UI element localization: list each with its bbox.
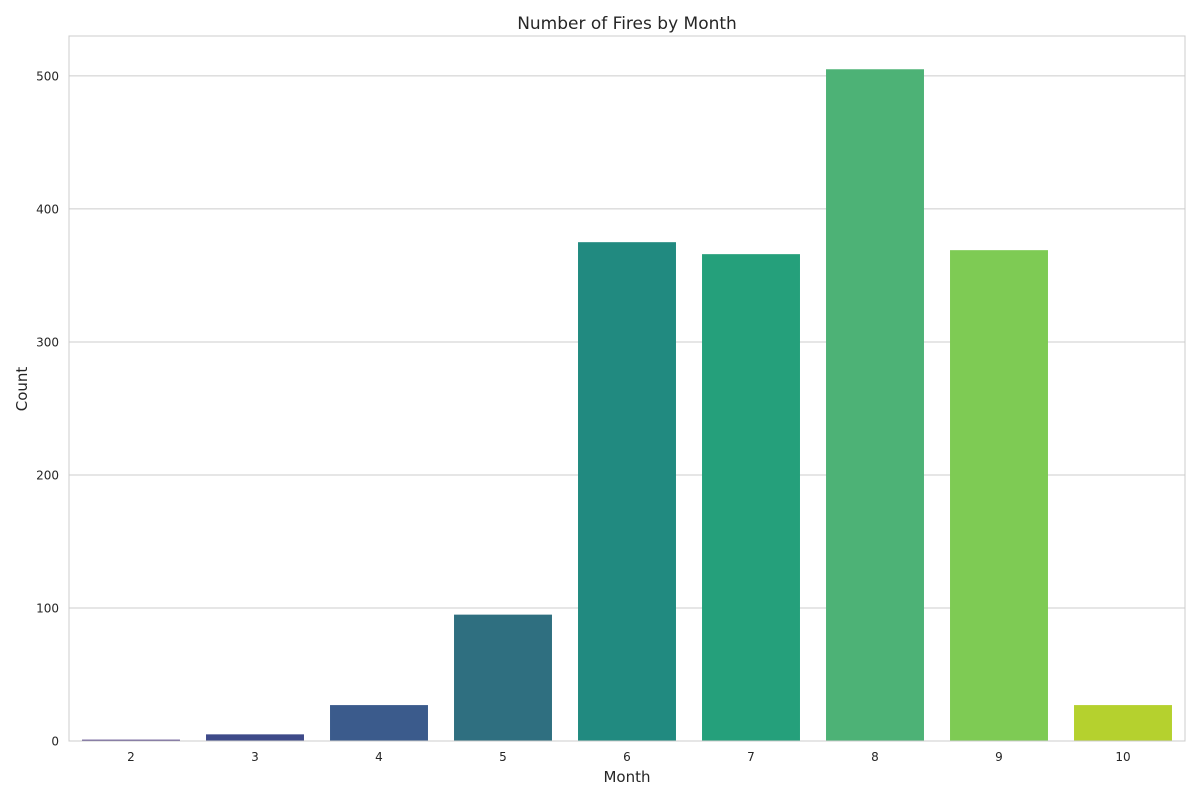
bars [82,69,1172,742]
x-tick-label: 5 [499,750,507,764]
bar-month-2 [82,739,180,741]
y-tick-label: 500 [36,69,59,83]
bar-month-7 [702,254,800,741]
x-axis-label: Month [603,768,650,786]
bar-month-6 [578,242,676,741]
x-tick-label: 7 [747,750,755,764]
x-tick-label: 9 [995,750,1003,764]
plot-frame [68,35,1186,742]
bar-month-8 [826,69,924,742]
y-tick-label: 0 [51,735,59,749]
chart-title: Number of Fires by Month [517,14,737,34]
x-tick-label: 4 [375,750,383,764]
y-tick-label: 400 [36,202,59,216]
bar-month-5 [454,614,552,741]
x-tick-label: 2 [127,750,135,764]
x-tick-label: 10 [1115,750,1130,764]
x-tick-labels: 2 3 4 5 6 7 8 9 10 [127,750,1130,764]
bar-month-9 [950,250,1048,741]
x-tick-label: 3 [251,750,259,764]
bar-month-4 [330,705,428,741]
y-tick-label: 200 [36,468,59,482]
y-tick-label: 300 [36,335,59,349]
bar-month-10 [1074,705,1172,741]
x-tick-label: 8 [871,750,879,764]
y-tick-labels: 0 100 200 300 400 500 [36,69,59,748]
y-axis-label: Count [13,367,31,412]
y-tick-label: 100 [36,601,59,615]
x-tick-label: 6 [623,750,631,764]
bar-month-3 [206,734,304,741]
